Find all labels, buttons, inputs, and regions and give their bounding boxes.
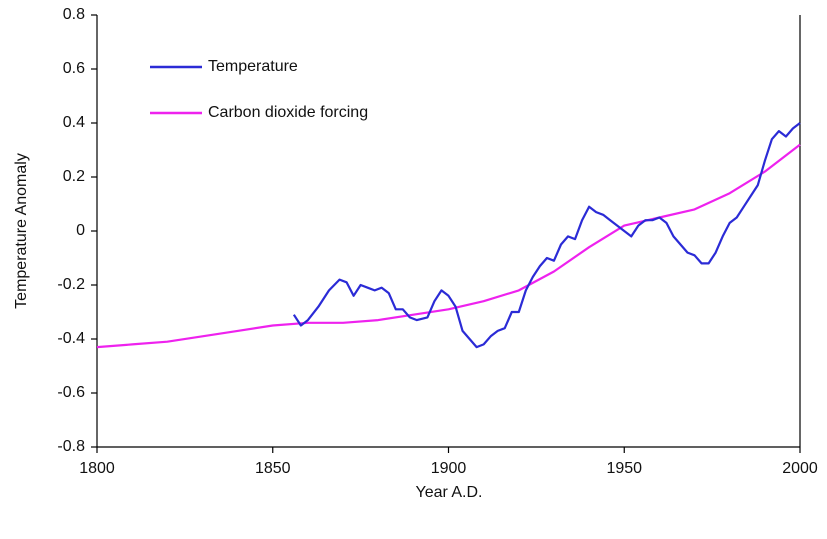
x-tick-label: 1850 — [255, 460, 291, 477]
legend-label: Carbon dioxide forcing — [208, 104, 368, 121]
y-tick-label: 0.2 — [63, 168, 85, 185]
y-tick-label: -0.4 — [57, 330, 85, 347]
x-tick-label: 2000 — [782, 460, 818, 477]
series-line — [96, 143, 801, 349]
y-tick-label: 0.8 — [63, 6, 85, 23]
x-axis-label: Year A.D. — [415, 484, 482, 501]
x-tick-label: 1950 — [606, 460, 642, 477]
x-tick-label: 1900 — [431, 460, 467, 477]
y-tick-label: -0.6 — [57, 384, 85, 401]
y-tick-label: -0.8 — [57, 438, 85, 455]
y-tick-label: 0.4 — [63, 114, 85, 131]
y-axis-label: Temperature Anomaly — [13, 153, 30, 309]
series-line — [292, 122, 801, 349]
y-tick-label: 0 — [76, 222, 85, 239]
y-tick-label: -0.2 — [57, 276, 85, 293]
y-tick-label: 0.6 — [63, 60, 85, 77]
x-tick-label: 1800 — [79, 460, 115, 477]
legend-label: Temperature — [208, 58, 298, 75]
